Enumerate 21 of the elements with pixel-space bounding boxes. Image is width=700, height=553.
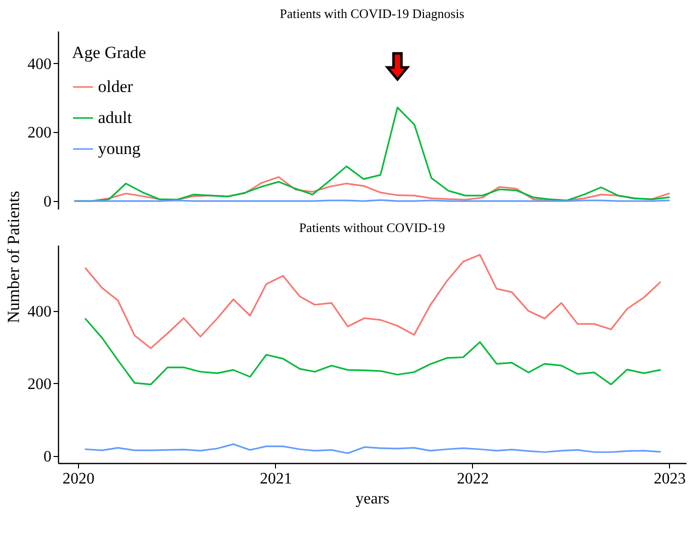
y-tick-label: 200 — [28, 376, 52, 393]
y-tick-label: 0 — [44, 448, 52, 466]
y-tick-label: 400 — [28, 303, 52, 320]
line-series — [84, 254, 661, 350]
x-axis-title: years — [356, 490, 390, 508]
legend-label: adult — [98, 108, 132, 127]
y-tick-label: 200 — [28, 124, 52, 142]
line-series — [84, 318, 661, 386]
chart-title: Patients with COVID-19 Diagnosis — [280, 6, 464, 21]
y-tick-label: 0 — [44, 194, 52, 211]
y-tick-label: 400 — [28, 56, 52, 73]
x-tick-label: 2020 — [62, 470, 94, 488]
legend-label: older — [98, 77, 134, 96]
x-tick-label: 2023 — [654, 470, 686, 488]
y-axis-title: Number of Patients — [4, 190, 23, 324]
x-tick-label: 2021 — [260, 470, 292, 488]
legend-label: young — [98, 139, 141, 158]
legend-title: Age Grade — [72, 43, 146, 62]
chart-title: Patients without COVID-19 — [299, 220, 445, 235]
x-tick-label: 2022 — [456, 470, 489, 488]
line-series — [84, 443, 661, 454]
